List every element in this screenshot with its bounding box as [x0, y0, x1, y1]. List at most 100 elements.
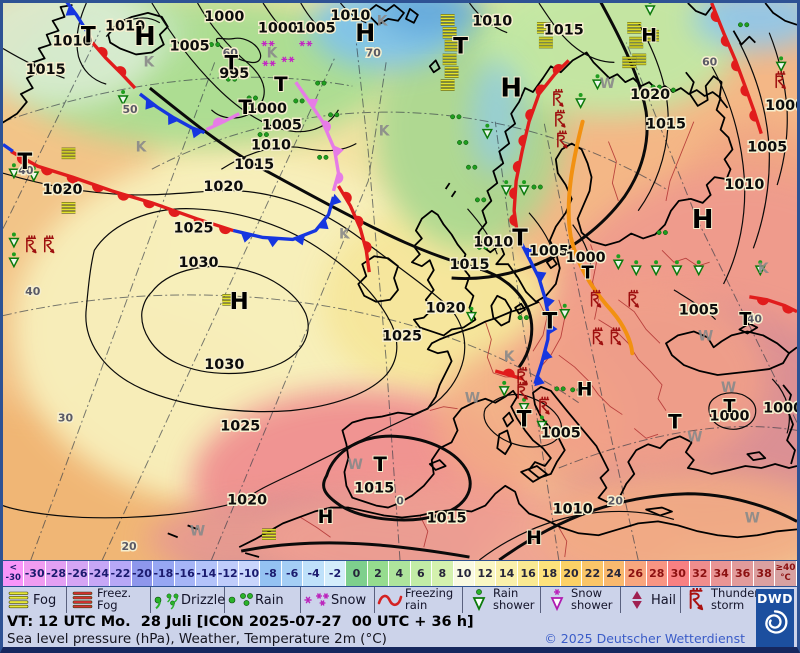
legend-item-label: Hail — [651, 592, 676, 608]
svg-text:W: W — [745, 510, 760, 526]
svg-text:1010: 1010 — [553, 502, 593, 518]
svg-text:T: T — [81, 24, 96, 49]
svg-text:70: 70 — [366, 46, 382, 59]
svg-text:H: H — [355, 19, 375, 47]
temperature-scale-cell: 24 — [603, 561, 626, 586]
legend-item-fog: Fog — [3, 587, 67, 613]
svg-text:1005: 1005 — [170, 39, 210, 55]
temperature-scale-cell: -28 — [45, 561, 68, 586]
svg-text:H: H — [318, 507, 334, 528]
legend-item-label: Rain shower — [493, 586, 535, 612]
svg-text:1025: 1025 — [174, 221, 214, 237]
svg-text:K: K — [504, 349, 516, 365]
svg-text:T: T — [225, 52, 239, 75]
svg-text:W: W — [698, 328, 713, 344]
temperature-scale-cell: 16 — [517, 561, 540, 586]
svg-text:T: T — [453, 34, 468, 59]
weather-fronts — [3, 3, 797, 387]
temperature-scale-cell: 32 — [689, 561, 711, 586]
thunderstorm-symbols — [26, 71, 786, 415]
svg-text:1015: 1015 — [544, 23, 584, 39]
trough-line — [566, 119, 635, 356]
snow-symbols — [261, 40, 313, 67]
svg-text:1025: 1025 — [382, 328, 422, 344]
svg-text:1015: 1015 — [354, 481, 394, 497]
svg-text:1015: 1015 — [449, 257, 489, 273]
temperature-scale-cell: ≥40 °C — [775, 561, 797, 586]
svg-text:1015: 1015 — [427, 510, 467, 526]
dwd-spiral-icon — [765, 610, 788, 634]
svg-text:T: T — [517, 407, 532, 432]
svg-text:1005: 1005 — [747, 139, 787, 155]
legend-item-label: Snow shower — [571, 586, 613, 612]
fog-symbols — [61, 14, 660, 541]
temperature-scale-cell: -14 — [196, 561, 218, 586]
svg-text:T: T — [739, 309, 752, 330]
temperature-scale-cell: 36 — [732, 561, 754, 586]
validity-text: VT: 12 UTC Mo. 28 Juli [ICON 2025-07-27 … — [7, 614, 474, 630]
svg-text:T: T — [373, 453, 387, 476]
svg-text:1005: 1005 — [296, 21, 336, 37]
svg-text:W: W — [687, 429, 702, 445]
temperature-field — [3, 3, 797, 560]
legend-item-rain: Rain — [225, 587, 301, 613]
svg-text:40: 40 — [747, 313, 763, 326]
snow-shower-icon — [550, 589, 564, 612]
temperature-scale-cell: -4 — [303, 561, 325, 586]
svg-text:K: K — [339, 226, 351, 242]
temperature-scale-cell: 2 — [367, 561, 390, 586]
legend-item-drizzle: Drizzle — [151, 587, 225, 613]
temperature-scale-cell: 30 — [668, 561, 690, 586]
rain-shower-icon — [472, 589, 486, 612]
svg-text:1025: 1025 — [220, 418, 260, 434]
isobars — [3, 3, 797, 560]
subtitle-row: Sea level pressure (hPa), Weather, Tempe… — [3, 631, 797, 647]
svg-text:T: T — [17, 150, 32, 175]
rain-symbols — [208, 22, 750, 393]
legend-item-freezing-rain: Freezing rain — [375, 587, 463, 613]
svg-text:1005: 1005 — [679, 303, 719, 319]
temperature-scale-cell: 10 — [453, 561, 475, 586]
svg-text:H: H — [134, 22, 156, 52]
temperature-scale-cell: -2 — [324, 561, 347, 586]
svg-text:1030: 1030 — [204, 357, 244, 373]
country-borders — [300, 121, 710, 558]
svg-text:H: H — [526, 528, 542, 549]
temperature-scale-cell: 28 — [646, 561, 669, 586]
svg-text:H: H — [692, 205, 714, 235]
svg-text:K: K — [377, 14, 389, 30]
svg-text:W: W — [721, 380, 736, 396]
svg-text:20: 20 — [121, 540, 137, 553]
svg-text:H: H — [500, 73, 522, 103]
svg-text:1010: 1010 — [105, 19, 145, 35]
legend-item-snow-shower: Snow shower — [541, 587, 621, 613]
airmass-labels: K K K K K K K K W W W W W W W W — [136, 14, 770, 539]
svg-text:K: K — [144, 54, 156, 70]
temperature-scale-cell: -12 — [217, 561, 239, 586]
svg-text:1020: 1020 — [203, 179, 243, 195]
svg-text:0: 0 — [396, 495, 404, 508]
svg-text:1010: 1010 — [472, 14, 512, 30]
svg-text:W: W — [190, 523, 205, 539]
legend-item-thunder-storm: Thunder storm — [681, 587, 759, 613]
svg-text:1015: 1015 — [26, 62, 66, 78]
temperature-scale-cell: -20 — [131, 561, 154, 586]
rain-shower-symbols — [8, 3, 787, 432]
temperature-scale-cell: 4 — [389, 561, 411, 586]
symbol-legend: Fog Freez. Fog Drizzle Rain Snow Freezing rain R… — [3, 587, 797, 613]
svg-text:1010: 1010 — [52, 34, 92, 50]
fog-icon — [8, 591, 29, 609]
thunderstorm-icon — [689, 588, 704, 611]
svg-text:50: 50 — [122, 103, 138, 116]
snow-icon — [304, 593, 329, 606]
dwd-logo: DWD — [756, 589, 794, 647]
legend-item-label: Freezing rain — [405, 586, 454, 612]
svg-text:1000: 1000 — [247, 101, 287, 117]
temperature-scale-cell: -16 — [174, 561, 197, 586]
subtitle-text: Sea level pressure (hPa), Weather, Tempe… — [7, 631, 387, 647]
graticule-labels: 60 70 60 50 40 40 30 20 0 20 40 — [17, 45, 764, 555]
svg-text:40: 40 — [25, 285, 41, 298]
svg-text:T: T — [274, 73, 288, 96]
dwd-logo-text: DWD — [756, 591, 794, 606]
